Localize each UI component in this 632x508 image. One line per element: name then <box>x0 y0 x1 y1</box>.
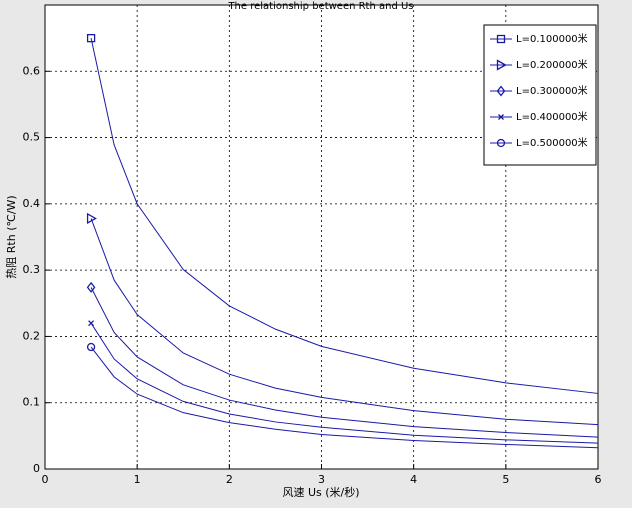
y-tick-label: 0.6 <box>23 64 41 77</box>
x-tick-label: 1 <box>134 473 141 486</box>
legend-marker <box>498 114 504 120</box>
x-tick-label: 0 <box>42 473 49 486</box>
y-tick-label: 0.1 <box>23 396 41 409</box>
y-tick-label: 0.5 <box>23 131 41 144</box>
legend-marker <box>496 138 506 148</box>
legend-label: L=0.500000米 <box>516 136 588 149</box>
x-tick-label: 5 <box>502 473 509 486</box>
chart-title: The relationship between Rth and Us <box>227 1 413 12</box>
legend-marker <box>496 85 506 97</box>
legend-box <box>483 24 597 166</box>
series-line <box>90 322 599 444</box>
legend-marker <box>496 59 507 71</box>
legend-marker <box>496 34 506 44</box>
y-tick-label: 0.4 <box>23 197 41 210</box>
x-tick-label: 6 <box>595 473 602 486</box>
y-axis-label: 热阻 Rth (℃/W) <box>5 195 18 278</box>
legend-label: L=0.200000米 <box>516 58 588 71</box>
x-tick-label: 3 <box>318 473 325 486</box>
data-marker <box>88 320 95 327</box>
legend-label: L=0.400000米 <box>516 110 588 123</box>
y-tick-label: 0.2 <box>23 329 41 342</box>
data-marker <box>86 342 96 352</box>
data-marker <box>86 212 97 225</box>
series-line <box>90 218 599 426</box>
legend-label: L=0.300000米 <box>516 84 588 97</box>
y-tick-label: 0 <box>33 462 40 475</box>
series-line <box>90 38 599 394</box>
data-marker <box>86 281 96 293</box>
y-tick-label: 0.3 <box>23 263 41 276</box>
series-line <box>90 346 599 449</box>
x-axis-label: 风速 Us (米/秒) <box>282 485 359 499</box>
x-tick-label: 4 <box>410 473 417 486</box>
x-tick-label: 2 <box>226 473 233 486</box>
data-marker <box>86 33 96 43</box>
series-line <box>90 287 599 438</box>
legend-label: L=0.100000米 <box>516 32 588 45</box>
